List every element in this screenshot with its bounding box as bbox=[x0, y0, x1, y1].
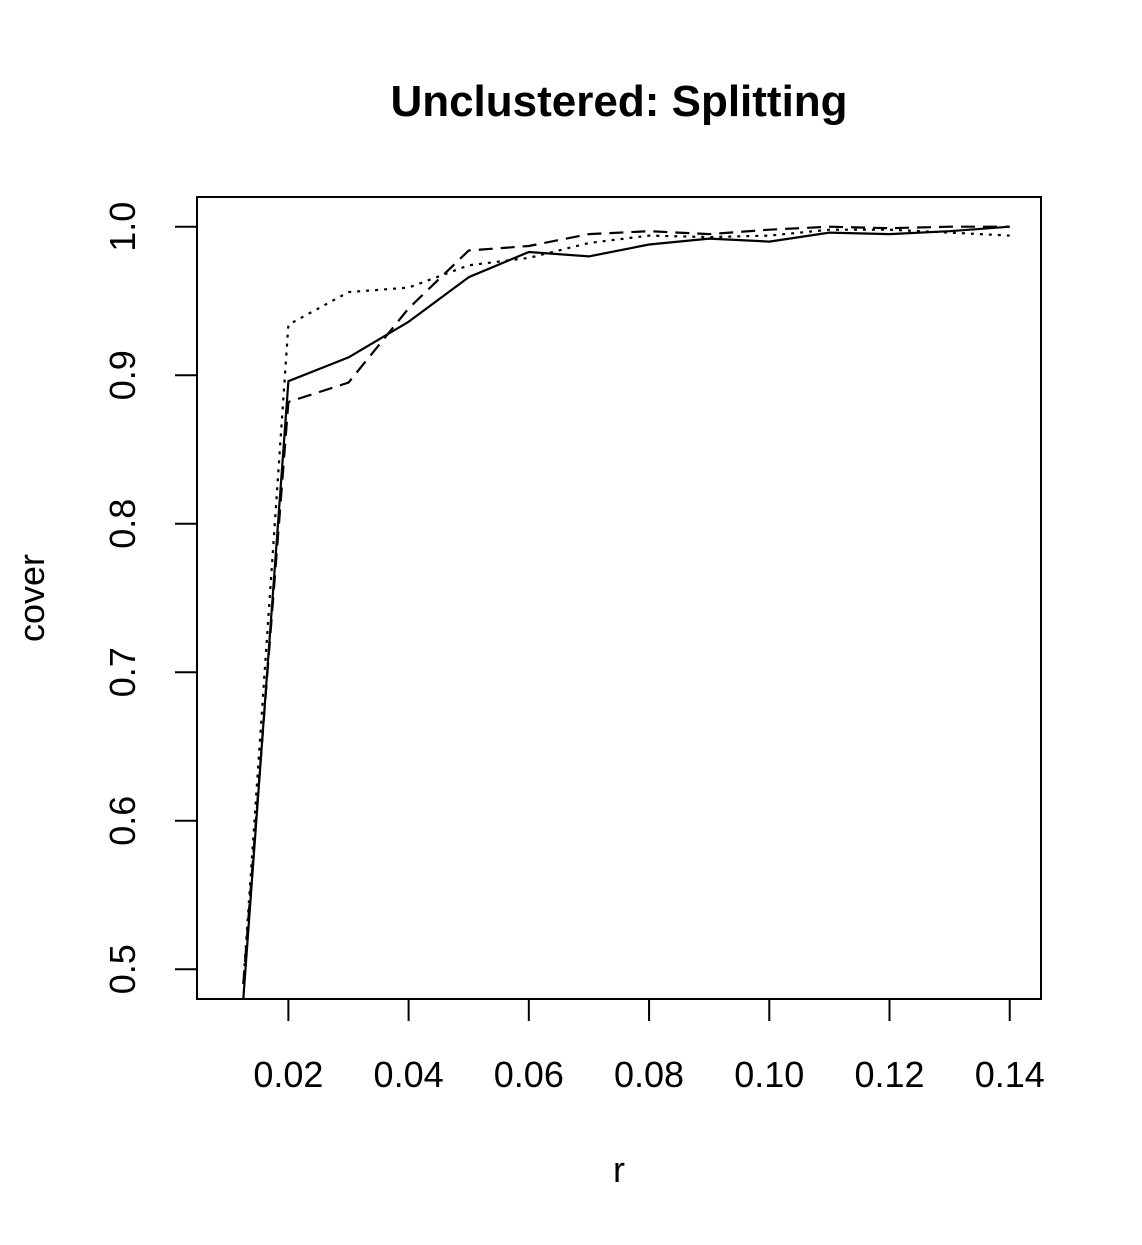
x-tick-label: 0.08 bbox=[614, 1054, 684, 1095]
x-tick-label: 0.12 bbox=[854, 1054, 924, 1095]
y-axis-label: cover bbox=[11, 554, 52, 642]
plot-frame bbox=[196, 196, 1042, 1000]
y-tick-label: 0.5 bbox=[102, 944, 143, 994]
x-tick-label: 0.14 bbox=[975, 1054, 1045, 1095]
x-tick-label: 0.10 bbox=[734, 1054, 804, 1095]
chart-title: Unclustered: Splitting bbox=[390, 77, 847, 126]
x-tick-label: 0.06 bbox=[494, 1054, 564, 1095]
series-line-solid bbox=[242, 225, 1010, 999]
x-tick-label: 0.04 bbox=[374, 1054, 444, 1095]
y-tick-label: 0.7 bbox=[102, 647, 143, 697]
y-tick-label: 0.6 bbox=[102, 796, 143, 846]
x-tick-label: 0.02 bbox=[253, 1054, 323, 1095]
y-tick-label: 1.0 bbox=[102, 202, 143, 252]
series-line-dashed bbox=[242, 225, 1010, 985]
series-layer bbox=[242, 225, 1010, 999]
y-tick-label: 0.9 bbox=[102, 350, 143, 400]
y-axis: 0.5 0.6 0.7 0.8 0.9 1.0 bbox=[102, 202, 198, 994]
x-axis: 0.02 0.04 0.06 0.08 0.10 0.12 0.14 bbox=[253, 998, 1045, 1095]
series-line-dotted bbox=[242, 228, 1010, 985]
x-axis-label: r bbox=[613, 1149, 625, 1190]
y-tick-label: 0.8 bbox=[102, 499, 143, 549]
